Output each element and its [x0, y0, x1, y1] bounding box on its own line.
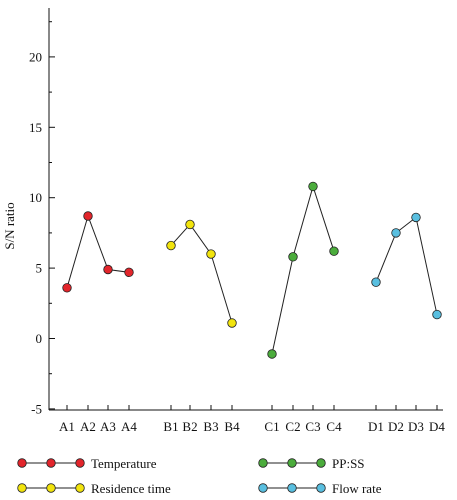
x-tick-label: C3 [305, 419, 320, 434]
legend-marker [46, 483, 56, 493]
x-tick-label: A4 [121, 419, 137, 434]
legend-marker [258, 458, 268, 468]
series-2 [166, 219, 237, 328]
legend-item: Flow rate [258, 481, 382, 496]
data-point [62, 283, 72, 293]
x-tick-label: B2 [182, 419, 197, 434]
legend-label: Temperature [91, 456, 157, 471]
x-tick-labels: A1 A2 A3 A4 B1 B2 B3 B4 C1 C2 C3 C4 D1 D2 D3 D4 [59, 419, 445, 434]
x-tick-label: D1 [368, 419, 384, 434]
x-tick-label: B4 [224, 419, 240, 434]
series-line [271, 184, 335, 355]
y-tick-labels: -5 0 5 10 15 20 [29, 49, 42, 416]
series-line [375, 216, 438, 315]
data-point [288, 252, 298, 262]
series-4 [371, 212, 442, 320]
y-tick-label: -5 [31, 401, 42, 416]
axes [48, 8, 443, 411]
legend-marker [75, 458, 85, 468]
x-tick-label: D4 [429, 419, 445, 434]
legend-label: PP:SS [332, 456, 365, 471]
data-point [391, 228, 401, 238]
series-3 [267, 181, 339, 359]
data-point [267, 349, 277, 359]
legend-label: Flow rate [332, 481, 382, 496]
data-point [185, 219, 195, 230]
y-tick-label: 5 [36, 261, 43, 276]
x-tick-label: B1 [163, 419, 178, 434]
series-line [66, 214, 130, 288]
series-line [170, 223, 233, 324]
series-1 [62, 211, 134, 293]
legend-marker [46, 458, 56, 468]
data-point [83, 211, 93, 221]
legend-marker [75, 483, 85, 493]
series-group [62, 181, 442, 359]
data-point [227, 318, 237, 328]
x-tick-label: D2 [388, 419, 404, 434]
x-tick-label: B3 [203, 419, 218, 434]
x-tick-label: C2 [285, 419, 300, 434]
y-tick-label: 0 [36, 331, 43, 346]
data-point [329, 246, 339, 256]
legend-item: PP:SS [258, 456, 365, 471]
x-tick-label: A1 [59, 419, 75, 434]
legend-marker [258, 483, 268, 493]
legend-marker [316, 458, 326, 468]
y-axis-title: S/N ratio [2, 202, 17, 249]
data-point [432, 309, 442, 320]
data-point [371, 277, 381, 287]
x-tick-label: C1 [264, 419, 279, 434]
legend-label: Residence time [91, 481, 171, 496]
legend-item: Residence time [17, 481, 171, 496]
data-point [308, 181, 318, 192]
legend-marker [287, 458, 297, 468]
data-point [103, 264, 113, 275]
legend-marker [316, 483, 326, 493]
legend-marker [287, 483, 297, 493]
data-point [124, 267, 134, 278]
x-tick-label: D3 [408, 419, 424, 434]
y-tick-label: 20 [29, 49, 42, 64]
legend-item: Temperature [17, 456, 157, 471]
y-tick-label: 15 [29, 120, 42, 135]
x-tick-label: C4 [326, 419, 342, 434]
data-point [206, 249, 216, 259]
y-tick-label: 10 [29, 190, 42, 205]
data-point [411, 212, 421, 223]
legend: Temperature PP:SS Residence time Flow rate [17, 456, 382, 496]
legend-marker [17, 483, 27, 493]
legend-marker [17, 458, 27, 468]
data-point [166, 240, 176, 251]
x-tick-label: A2 [80, 419, 96, 434]
x-tick-label: A3 [100, 419, 116, 434]
